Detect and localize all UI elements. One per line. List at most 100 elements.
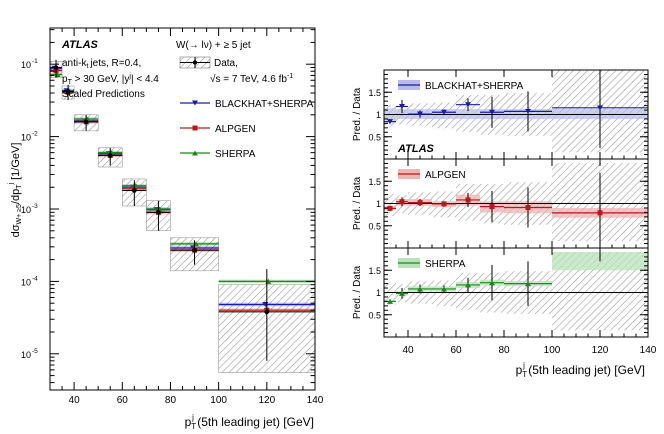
- annotation-ptcut: > 30 GeV, |y: [72, 74, 130, 85]
- ratio-x-tick-label: 80: [498, 345, 510, 356]
- data-point: [65, 89, 71, 94]
- main-y-tick-exp: -2: [32, 131, 38, 138]
- ratio-y-axis-label: Pred. / Data: [352, 176, 363, 230]
- ratio-y-axis-label: Pred. / Data: [352, 265, 363, 319]
- ratio-y-tick-label: 0.5: [368, 132, 381, 142]
- legend-data-marker: [192, 60, 198, 65]
- ratio-marker-2: [441, 286, 447, 292]
- ratio-y-tick-label: 1: [376, 288, 381, 298]
- ratio-y-tick-label: 1.5: [368, 266, 381, 276]
- data-point: [83, 119, 89, 125]
- main-x-tick-label: 60: [117, 395, 129, 406]
- main-y-tick-exp: -4: [32, 275, 38, 282]
- ratio-marker-1: [525, 205, 531, 211]
- data-point: [107, 153, 113, 158]
- main-y-tick-label: 10: [21, 350, 31, 360]
- ratio-y-tick-label: 0.5: [368, 310, 381, 320]
- ratio-x-tick-label: 60: [450, 345, 462, 356]
- main-y-tick-label: 10: [21, 277, 31, 287]
- legend-lumi: √s = 7 TeV, 4.6 fb: [210, 73, 287, 85]
- ratio-marker-1: [417, 200, 423, 206]
- ratio-marker-2: [489, 280, 495, 286]
- ratio-marker-2: [399, 290, 405, 296]
- ratio-marker-1: [465, 197, 471, 203]
- main-y-tick-label: 10: [21, 133, 31, 143]
- selection-annotation: anti-kt jets, R=0.4, pT > 30 GeV, |yj| < …: [62, 58, 159, 100]
- annotation-pt-sub: T: [68, 79, 73, 86]
- annotation-jets: jets, R=0.4,: [89, 58, 141, 69]
- main-x-tick-label: 100: [210, 395, 227, 406]
- main-y-axis-label: dσW+ ≥5/dpTj [1/GeV]: [8, 143, 23, 238]
- ratio-marker-0: [387, 119, 393, 125]
- legend-header: W(→ lν) + ≥ 5 jet: [176, 40, 251, 51]
- ratio-y-tick-label: 1.5: [368, 177, 381, 187]
- ratio-marker-2: [387, 298, 393, 304]
- ratio-x-tick-label: 140: [640, 345, 657, 356]
- ratio-marker-0: [441, 109, 447, 115]
- main-y-tick-exp: -5: [32, 348, 38, 355]
- main-x-tick-label: 120: [258, 395, 275, 406]
- legend-lumi-sup: -1: [287, 73, 293, 80]
- legend-label-2: SHERPA: [215, 149, 256, 160]
- data-point: [53, 65, 59, 70]
- annotation-antik-sub: t: [86, 63, 88, 70]
- main-y-tick-label: 10: [21, 205, 31, 215]
- main-legend: W(→ lν) + ≥ 5 jet Data, √s = 7 TeV, 4.6 …: [176, 40, 314, 160]
- ratio-marker-1: [441, 201, 447, 207]
- legend-marker-2: [192, 150, 198, 156]
- ratio-marker-0: [399, 103, 405, 109]
- main-x-tick-label: 80: [165, 395, 177, 406]
- svg-text:√s = 7 TeV, 4.6 fb-1: √s = 7 TeV, 4.6 fb-1: [210, 73, 293, 85]
- ratio-y-tick-label: 1: [376, 199, 381, 209]
- atlas-label: ATLAS: [61, 39, 99, 51]
- ratio-marker-0: [597, 105, 603, 111]
- ratio-x-tick-label: 100: [544, 345, 561, 356]
- annotation-ycut: | < 4.4: [131, 74, 159, 85]
- annotation-antik: anti-k: [62, 58, 87, 69]
- ratio-legend-label-0: BLACKHAT+SHERPA: [425, 81, 524, 92]
- legend-marker-0: [192, 100, 198, 106]
- ratio-marker-1: [489, 204, 495, 210]
- main-y-tick-exp: -1: [32, 58, 38, 65]
- svg-text:pT > 30 GeV, |yj| < 4.4: pT > 30 GeV, |yj| < 4.4: [62, 73, 159, 86]
- data-point: [132, 188, 137, 193]
- ratio-marker-0: [525, 108, 531, 114]
- ratio-x-axis-label: pTj (5th leading jet) [GeV]: [516, 361, 645, 379]
- ratio-y-tick-label: 1.5: [368, 88, 381, 98]
- ratio-marker-1: [387, 205, 393, 211]
- ratio-data-band: [432, 280, 456, 307]
- data-point: [264, 309, 270, 315]
- ratio-x-tick-label: 40: [402, 345, 414, 356]
- ratio-marker-0: [465, 102, 471, 108]
- main-y-tick-exp: -3: [32, 203, 38, 210]
- ratio-marker-0: [417, 111, 423, 117]
- main-x-axis-label: pTj (5th leading jet) [GeV]: [185, 413, 314, 431]
- main-x-tick-label: 40: [69, 395, 81, 406]
- ratio-marker-0: [489, 109, 495, 115]
- annotation-y-sup: j: [128, 73, 131, 80]
- ratio-marker-2: [525, 281, 531, 287]
- ratio-y-axis-label: Pred. / Data: [352, 87, 363, 141]
- ratio-marker-2: [417, 286, 423, 292]
- ratio-y-tick-label: 0.5: [368, 221, 381, 231]
- main-x-tick-label: 140: [307, 395, 324, 406]
- annotation-pt: p: [62, 74, 68, 85]
- ratio-marker-1: [399, 199, 405, 205]
- main-y-tick-label: 10: [21, 60, 31, 70]
- ratio-legend-label-1: ALPGEN: [425, 170, 466, 181]
- ratio-plots: 0.5 1 1.5 Pred. / Data 0.5 1 1.5 Pred. / Data 0.…: [352, 69, 657, 379]
- annotation-scaled: Scaled Predictions: [62, 89, 145, 100]
- ratio-marker-2: [465, 282, 471, 288]
- ratio-x-tick-label: 120: [592, 345, 609, 356]
- legend-label-0: BLACKHAT+SHERPA: [215, 99, 314, 110]
- legend-data-label: Data,: [214, 58, 238, 69]
- legend-marker-1: [192, 125, 198, 131]
- ratio-y-tick-label: 1: [376, 110, 381, 120]
- ratio-legend-label-2: SHERPA: [425, 259, 466, 270]
- ratio-marker-1: [597, 210, 603, 216]
- legend-label-1: ALPGEN: [215, 124, 256, 135]
- data-point: [192, 247, 197, 253]
